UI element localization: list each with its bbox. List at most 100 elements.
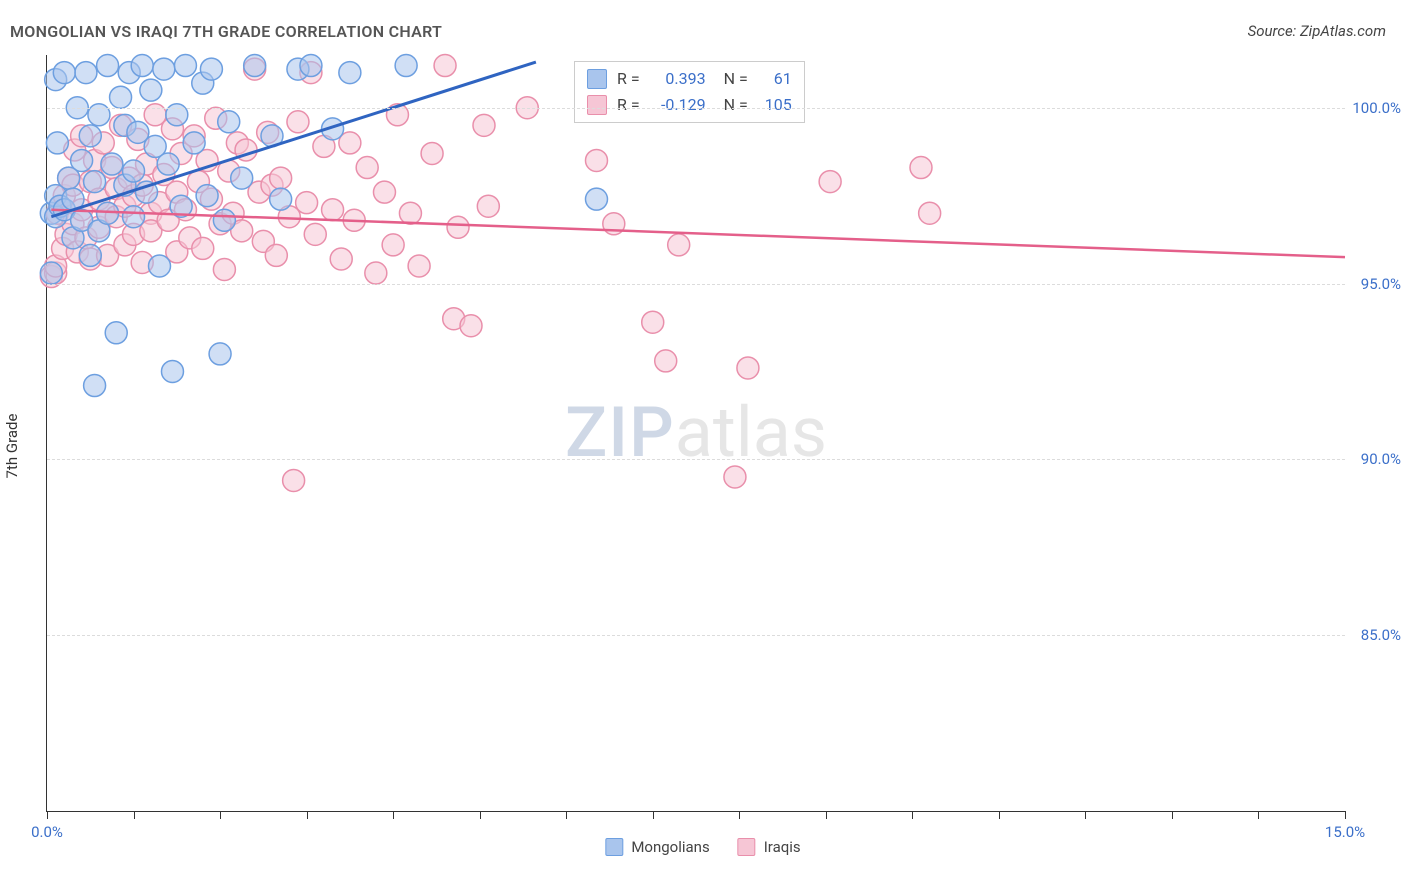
blue-point — [209, 343, 231, 365]
stats-n-value: 105 — [758, 92, 792, 118]
blue-point — [46, 132, 68, 154]
xtick-mark — [47, 811, 48, 819]
xtick-mark — [393, 811, 394, 819]
blue-point — [161, 360, 183, 382]
pink-point — [434, 55, 456, 77]
blue-swatch — [587, 69, 607, 89]
xtick-mark — [1345, 811, 1346, 819]
pink-swatch-icon — [738, 838, 756, 856]
y-axis-label: 7th Grade — [3, 414, 21, 479]
blue-point — [97, 55, 119, 77]
scatter-svg — [47, 55, 1345, 811]
xtick-mark — [1172, 811, 1173, 819]
pink-point — [296, 192, 318, 214]
legend-item-blue: Mongolians — [605, 838, 709, 856]
legend-label: Mongolians — [631, 838, 709, 856]
blue-point — [71, 149, 93, 171]
xtick-mark — [912, 811, 913, 819]
ytick-label: 100.0% — [1349, 99, 1401, 117]
gridline-h — [47, 108, 1345, 109]
blue-point — [183, 132, 205, 154]
xtick-mark — [307, 811, 308, 819]
blue-point — [79, 125, 101, 147]
stats-r-value: -0.129 — [650, 92, 706, 118]
blue-point — [53, 62, 75, 84]
blue-point — [157, 153, 179, 175]
xtick-mark — [134, 811, 135, 819]
pink-point — [737, 357, 759, 379]
pink-point — [473, 114, 495, 136]
blue-point — [300, 55, 322, 77]
pink-point — [330, 248, 352, 270]
stats-r-value: 0.393 — [650, 66, 706, 92]
stats-n-label: N = — [724, 92, 748, 118]
pink-point — [399, 202, 421, 224]
blue-point — [79, 244, 101, 266]
blue-point — [244, 55, 266, 77]
pink-point — [910, 157, 932, 179]
pink-swatch — [587, 95, 607, 115]
pink-point — [477, 195, 499, 217]
pink-point — [642, 311, 664, 333]
xtick-label: 0.0% — [31, 823, 63, 841]
xtick-mark — [566, 811, 567, 819]
xtick-mark — [826, 811, 827, 819]
stats-legend: R = 0.393 N = 61R = -0.129 N = 105 — [574, 61, 805, 123]
pink-point — [919, 202, 941, 224]
pink-point — [270, 167, 292, 189]
pink-point — [668, 234, 690, 256]
stats-n-value: 61 — [758, 66, 792, 92]
stats-row-pink: R = -0.129 N = 105 — [587, 92, 792, 118]
blue-point — [123, 206, 145, 228]
blue-trendline — [51, 62, 536, 217]
pink-point — [585, 149, 607, 171]
gridline-h — [47, 459, 1345, 460]
blue-point — [339, 62, 361, 84]
blue-point — [140, 79, 162, 101]
pink-point — [304, 223, 326, 245]
stats-n-label: N = — [724, 66, 748, 92]
xtick-label: 15.0% — [1325, 823, 1365, 841]
pink-point — [265, 244, 287, 266]
blue-point — [105, 322, 127, 344]
gridline-h — [47, 284, 1345, 285]
blue-point — [196, 185, 218, 207]
chart-title: MONGOLIAN VS IRAQI 7TH GRADE CORRELATION… — [10, 22, 442, 41]
legend-bottom: MongoliansIraqis — [605, 838, 800, 856]
source-label: Source: ZipAtlas.com — [1248, 22, 1386, 40]
pink-point — [408, 255, 430, 277]
xtick-mark — [1085, 811, 1086, 819]
ytick-label: 90.0% — [1349, 450, 1401, 468]
blue-point — [110, 86, 132, 108]
pink-point — [447, 216, 469, 238]
xtick-mark — [220, 811, 221, 819]
blue-point — [131, 55, 153, 77]
pink-point — [421, 142, 443, 164]
stats-r-label: R = — [617, 92, 640, 118]
blue-point — [101, 153, 123, 175]
xtick-mark — [653, 811, 654, 819]
pink-point — [724, 466, 746, 488]
chart-container: MONGOLIAN VS IRAQI 7TH GRADE CORRELATION… — [0, 0, 1406, 892]
blue-point — [270, 188, 292, 210]
stats-row-blue: R =0.393N =61 — [587, 66, 792, 92]
blue-point — [218, 111, 240, 133]
blue-point — [153, 58, 175, 80]
pink-point — [365, 262, 387, 284]
blue-point — [84, 375, 106, 397]
xtick-mark — [999, 811, 1000, 819]
blue-point — [148, 255, 170, 277]
xtick-mark — [480, 811, 481, 819]
pink-point — [283, 469, 305, 491]
pink-point — [213, 258, 235, 280]
pink-point — [192, 237, 214, 259]
blue-point — [200, 58, 222, 80]
blue-point — [231, 167, 253, 189]
pink-point — [373, 181, 395, 203]
ytick-label: 95.0% — [1349, 275, 1401, 293]
pink-point — [819, 171, 841, 193]
pink-point — [356, 157, 378, 179]
blue-point — [174, 55, 196, 77]
gridline-h — [47, 635, 1345, 636]
blue-point — [213, 209, 235, 231]
